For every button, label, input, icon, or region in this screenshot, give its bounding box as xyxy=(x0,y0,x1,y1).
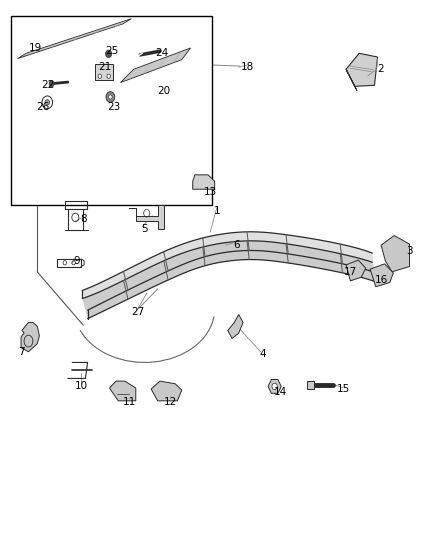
Polygon shape xyxy=(110,381,136,401)
Circle shape xyxy=(98,74,102,78)
Text: 15: 15 xyxy=(337,384,350,394)
Text: 6: 6 xyxy=(233,240,240,250)
FancyBboxPatch shape xyxy=(307,381,314,389)
Text: 8: 8 xyxy=(80,214,87,223)
Text: 24: 24 xyxy=(155,49,169,58)
Text: 23: 23 xyxy=(107,102,120,111)
Polygon shape xyxy=(346,260,366,281)
Text: 13: 13 xyxy=(204,187,217,197)
Text: 25: 25 xyxy=(105,46,118,55)
Polygon shape xyxy=(228,314,243,338)
Polygon shape xyxy=(381,236,410,272)
Polygon shape xyxy=(21,322,39,352)
Polygon shape xyxy=(193,175,215,189)
Text: 5: 5 xyxy=(141,224,148,234)
Circle shape xyxy=(107,74,110,78)
Circle shape xyxy=(106,50,112,58)
Polygon shape xyxy=(346,53,378,86)
Text: 19: 19 xyxy=(28,43,42,53)
Polygon shape xyxy=(82,232,374,310)
Circle shape xyxy=(106,92,115,102)
Circle shape xyxy=(49,80,54,87)
Polygon shape xyxy=(370,264,393,287)
Circle shape xyxy=(109,95,112,99)
Text: 26: 26 xyxy=(36,102,49,111)
FancyBboxPatch shape xyxy=(95,64,113,80)
Text: 18: 18 xyxy=(241,62,254,71)
Text: 10: 10 xyxy=(74,382,88,391)
Text: 4: 4 xyxy=(259,350,266,359)
Polygon shape xyxy=(346,69,357,91)
Polygon shape xyxy=(129,205,164,229)
Polygon shape xyxy=(120,48,191,83)
Polygon shape xyxy=(82,241,374,319)
Text: 16: 16 xyxy=(374,275,388,285)
Text: 7: 7 xyxy=(18,347,25,357)
Text: 1: 1 xyxy=(213,206,220,215)
Text: 9: 9 xyxy=(73,256,80,266)
Polygon shape xyxy=(18,19,131,59)
Text: 11: 11 xyxy=(123,398,136,407)
Circle shape xyxy=(45,100,49,105)
Text: 27: 27 xyxy=(131,307,145,317)
Circle shape xyxy=(272,383,277,390)
Text: 12: 12 xyxy=(164,398,177,407)
FancyBboxPatch shape xyxy=(11,16,212,205)
Text: 22: 22 xyxy=(42,80,55,90)
Polygon shape xyxy=(151,381,182,401)
Text: 2: 2 xyxy=(378,64,385,74)
Text: 3: 3 xyxy=(406,246,413,255)
Text: 17: 17 xyxy=(344,267,357,277)
Text: 20: 20 xyxy=(158,86,171,95)
Text: 21: 21 xyxy=(99,62,112,71)
Text: 14: 14 xyxy=(274,387,287,397)
